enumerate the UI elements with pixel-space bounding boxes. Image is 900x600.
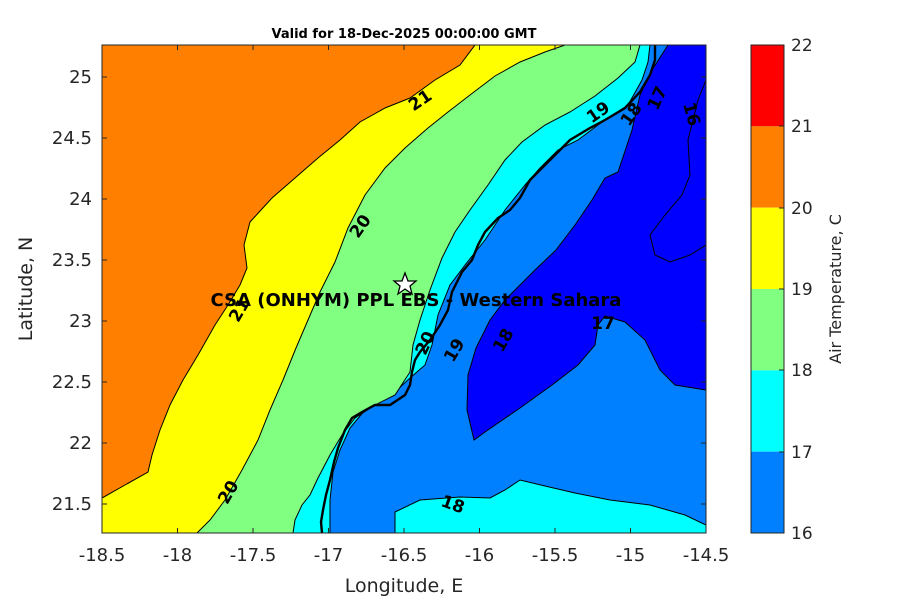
- x-tick-label: -17.5: [230, 545, 277, 566]
- colorbar-label: Air Temperature, C: [826, 214, 845, 364]
- x-tick-label: -16.5: [381, 545, 428, 566]
- x-tick-label: -16: [465, 545, 494, 566]
- y-tick-label: 22.5: [52, 372, 92, 393]
- y-tick-label: 23: [69, 311, 92, 332]
- site-label: CSA (ONHYM) PPL EBS - Western Sahara: [211, 290, 622, 311]
- colorbar-band-17-18: [751, 370, 784, 452]
- x-tick-label: -18.5: [79, 545, 126, 566]
- colorbar-tick-label: 21: [791, 117, 813, 137]
- x-tick-label: -18: [163, 545, 192, 566]
- colorbar-band-16-17: [751, 451, 784, 533]
- colorbar: 22 21 20 19 18 17 16 Air Temperature, C: [750, 36, 845, 544]
- site-star-marker: [392, 271, 418, 296]
- y-axis-label: Latitude, N: [15, 237, 37, 342]
- temp-contour-16: [649, 79, 706, 263]
- chart-title: Valid for 18-Dec-2025 00:00:00 GMT: [272, 27, 537, 42]
- y-tick-label: 25: [69, 67, 92, 88]
- y-tick-label: 24: [69, 189, 92, 210]
- y-tick-label: 22: [69, 433, 92, 454]
- colorbar-band-19-20: [751, 207, 784, 289]
- contour-label-17-east: 17: [591, 314, 615, 334]
- colorbar-tick-label: 19: [791, 280, 813, 300]
- y-tick-label: 23.5: [52, 250, 92, 271]
- x-tick-label: -15: [616, 545, 645, 566]
- x-tick-label: -17: [314, 545, 343, 566]
- x-axis: -18.5 -18 -17.5 -17 -16.5 -16 -15.5 -15 …: [79, 45, 730, 597]
- temp-band-18-19-south: [394, 479, 706, 533]
- colorbar-band-18-19: [751, 289, 784, 371]
- x-tick-label: -15.5: [532, 545, 579, 566]
- y-tick-label: 24.5: [52, 128, 92, 149]
- coastline: [319, 45, 657, 533]
- colorbar-tick-label: 22: [791, 36, 813, 56]
- colorbar-tick-label: 18: [791, 361, 813, 381]
- colorbar-tick-label: 16: [791, 524, 813, 544]
- temp-band-21-22: [102, 45, 476, 499]
- y-tick-label: 21.5: [52, 494, 92, 515]
- colorbar-band-21-22: [751, 45, 784, 127]
- colorbar-tick-label: 17: [791, 443, 813, 463]
- x-tick-label: -14.5: [683, 545, 730, 566]
- colorbar-band-20-21: [751, 126, 784, 208]
- y-axis: 25 24.5 24 23.5 23 22.5 22 21.5 Latitude…: [15, 67, 706, 515]
- colorbar-tick-label: 20: [791, 199, 813, 219]
- x-axis-label: Longitude, E: [345, 575, 464, 597]
